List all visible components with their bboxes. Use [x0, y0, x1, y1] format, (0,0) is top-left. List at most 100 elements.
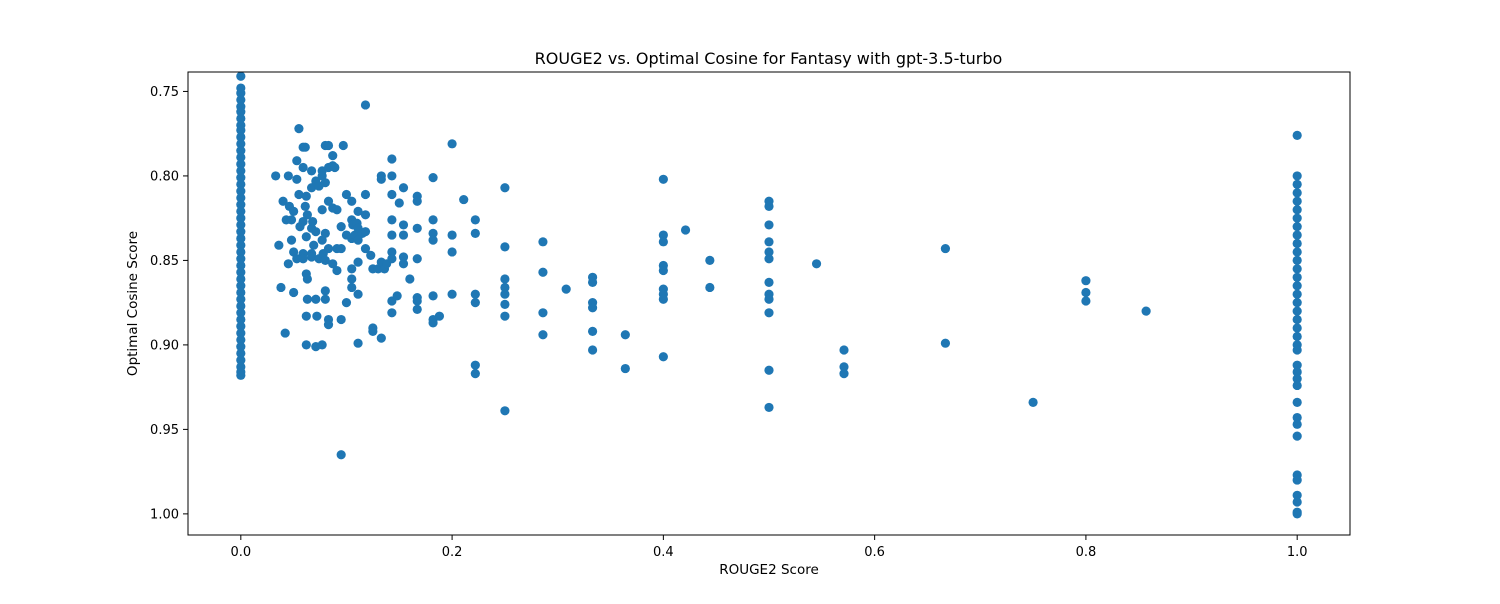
data-point	[283, 259, 293, 269]
data-point	[278, 196, 288, 206]
data-point	[764, 308, 774, 318]
data-point	[338, 140, 348, 151]
data-point	[301, 191, 311, 201]
data-point	[289, 206, 299, 217]
data-point	[587, 345, 598, 355]
data-point	[353, 235, 363, 245]
y-tick-label: 0.95	[150, 423, 179, 438]
data-point	[323, 320, 334, 330]
data-point	[1081, 276, 1091, 286]
data-point	[1292, 331, 1302, 342]
data-point	[1292, 298, 1302, 308]
data-point	[368, 326, 378, 336]
data-point	[323, 243, 334, 254]
data-point	[1292, 213, 1302, 223]
data-point	[236, 308, 246, 318]
data-point	[236, 220, 246, 230]
data-point	[300, 142, 310, 152]
data-point	[447, 289, 457, 299]
x-tick-label: 1.0	[1287, 545, 1308, 560]
data-point	[387, 308, 397, 318]
data-point	[587, 326, 598, 336]
y-tick-label: 0.90	[150, 338, 179, 353]
data-point	[236, 200, 246, 210]
data-point	[1292, 345, 1302, 355]
x-tick-label: 0.2	[442, 545, 463, 560]
data-point	[311, 294, 321, 304]
data-point	[387, 230, 397, 240]
data-point	[587, 303, 598, 313]
data-point	[500, 311, 510, 321]
data-point	[1292, 314, 1302, 325]
data-point	[236, 88, 246, 98]
x-tick-label: 0.6	[864, 545, 885, 560]
data-point	[538, 267, 548, 277]
data-point	[236, 274, 246, 284]
data-point	[764, 365, 774, 375]
data-point	[360, 189, 371, 200]
data-point	[1292, 281, 1302, 291]
data-point	[236, 254, 246, 264]
x-tick-label: 0.8	[1076, 545, 1097, 560]
data-point	[236, 348, 246, 358]
data-point	[500, 289, 510, 299]
data-point	[301, 311, 311, 321]
data-point	[236, 107, 246, 117]
data-point	[332, 205, 342, 215]
data-point	[286, 235, 297, 245]
data-point	[1292, 205, 1302, 215]
data-point	[341, 189, 352, 200]
data-point	[658, 237, 668, 247]
data-point	[1292, 397, 1302, 407]
data-point	[1292, 238, 1302, 249]
data-point	[336, 450, 346, 460]
data-point	[1292, 367, 1302, 377]
x-tick-label: 0.0	[230, 545, 251, 560]
data-point	[470, 289, 480, 299]
data-point	[470, 360, 480, 370]
data-point	[236, 314, 246, 325]
data-point	[500, 242, 510, 252]
y-tick-label: 0.75	[150, 85, 179, 100]
data-point	[1292, 374, 1302, 384]
data-point	[500, 282, 510, 293]
data-point	[405, 274, 415, 284]
data-point	[320, 228, 330, 238]
data-point	[447, 139, 457, 149]
data-point	[387, 171, 397, 181]
data-point	[236, 173, 246, 183]
data-point	[387, 154, 397, 164]
data-point	[236, 328, 246, 338]
y-axis-ticks: 0.75 0.80 0.85 0.90 0.95 1.00	[150, 85, 188, 522]
data-point	[561, 284, 571, 294]
data-point	[306, 183, 317, 193]
data-point	[276, 282, 286, 293]
data-point	[1292, 272, 1302, 282]
data-point	[658, 174, 668, 184]
data-point	[940, 243, 951, 254]
data-point	[470, 228, 480, 238]
data-point	[1081, 287, 1091, 298]
data-point	[353, 289, 363, 299]
data-point	[236, 113, 246, 124]
data-point	[470, 369, 480, 379]
data-point	[428, 291, 438, 301]
data-point	[839, 362, 849, 372]
data-point	[394, 198, 404, 208]
data-point	[236, 287, 246, 298]
data-point	[320, 294, 330, 304]
data-point	[1292, 431, 1302, 441]
data-point	[320, 255, 330, 266]
data-point	[300, 201, 310, 211]
data-point	[764, 294, 774, 304]
data-point	[839, 345, 849, 355]
data-point	[236, 71, 246, 81]
data-point	[839, 369, 849, 379]
data-point	[620, 363, 630, 374]
data-point	[412, 296, 422, 306]
data-point	[398, 183, 409, 193]
data-point	[387, 215, 397, 225]
data-point	[236, 233, 246, 244]
data-point	[328, 259, 338, 269]
data-point	[302, 210, 312, 220]
